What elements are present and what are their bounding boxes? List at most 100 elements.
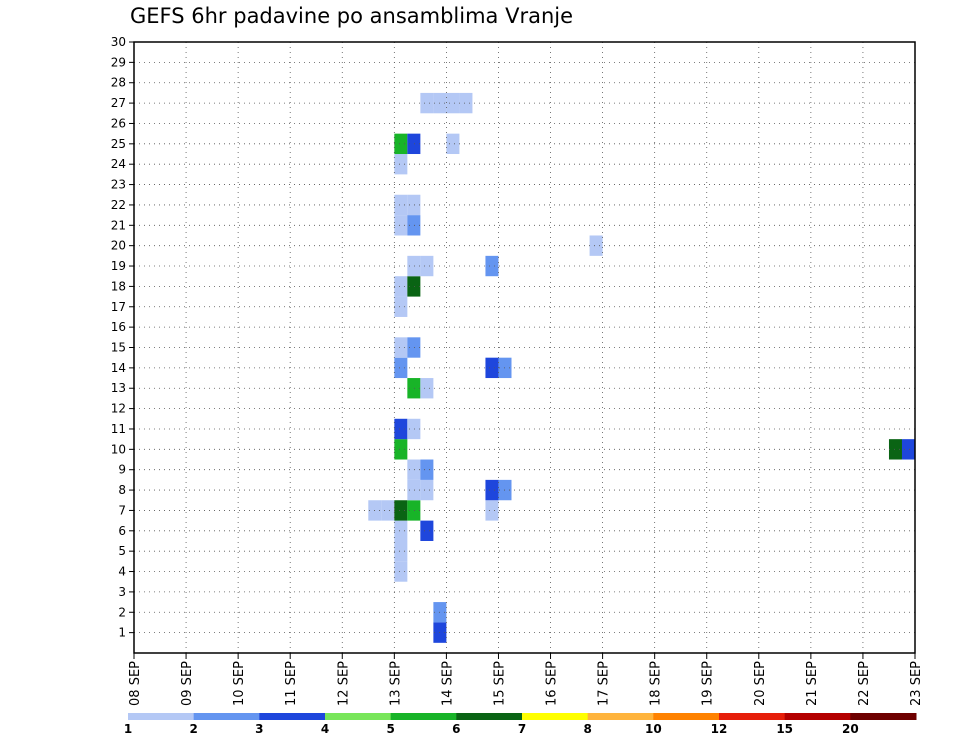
heatmap-cell (407, 459, 421, 480)
heatmap-cell (394, 133, 408, 155)
y-tick-label: 21 (111, 218, 126, 232)
y-tick-label: 27 (111, 96, 126, 110)
legend-label: 4 (321, 722, 329, 736)
heatmap-cell (446, 92, 460, 114)
heatmap-cell (420, 92, 434, 114)
y-tick-label: 16 (111, 320, 126, 334)
legend-swatch (325, 713, 392, 720)
legend-swatch (390, 713, 457, 720)
legend-swatch (653, 713, 720, 720)
heatmap-cell (394, 215, 408, 236)
legend-swatch (850, 713, 917, 720)
y-tick-label: 4 (118, 565, 126, 579)
x-tick-label: 08 SEP (128, 661, 143, 706)
heatmap-cell (394, 500, 408, 521)
y-tick-label: 5 (118, 544, 126, 558)
y-tick-label: 2 (118, 605, 126, 619)
y-tick-label: 20 (111, 239, 126, 253)
heatmap-cell (394, 194, 408, 216)
heatmap-cell (407, 500, 421, 521)
heatmap-cell (407, 255, 421, 277)
heatmap-cell (394, 337, 408, 358)
y-tick-label: 29 (111, 55, 126, 69)
y-tick-label: 28 (111, 76, 126, 90)
legend-label: 15 (776, 722, 793, 736)
y-tick-label: 1 (118, 626, 126, 640)
heatmap-cell (394, 418, 408, 440)
y-tick-label: 30 (111, 35, 126, 49)
y-tick-label: 8 (118, 483, 126, 497)
y-tick-label: 9 (118, 463, 126, 477)
y-axis: 1234567891011121314151617181920212223242… (111, 35, 134, 640)
y-tick-label: 12 (111, 402, 126, 416)
x-tick-label: 23 SEP (909, 661, 924, 706)
x-tick-label: 19 SEP (701, 661, 716, 706)
heatmap-cell (394, 439, 408, 460)
x-tick-label: 22 SEP (857, 661, 872, 706)
x-tick-label: 21 SEP (805, 661, 820, 706)
heatmap-cell (394, 561, 408, 582)
legend-swatch (193, 713, 260, 720)
heatmap-cell (407, 215, 421, 236)
heatmap-cell (394, 276, 408, 297)
heatmap-cell (485, 500, 499, 521)
heatmap-cell (381, 500, 395, 521)
heatmap-cell (485, 255, 499, 277)
gridlines (134, 42, 915, 653)
heatmap-cell (420, 255, 434, 277)
x-tick-label: 15 SEP (492, 661, 507, 706)
legend-swatch (522, 713, 589, 720)
legend-label: 3 (255, 722, 263, 736)
heatmap-cell (888, 439, 902, 460)
y-tick-label: 6 (118, 524, 126, 538)
legend-swatch (456, 713, 523, 720)
heatmap-cell (407, 337, 421, 358)
legend-swatch (587, 713, 654, 720)
y-tick-label: 23 (111, 178, 126, 192)
heatmap-cell (901, 439, 915, 460)
heatmap-cell (407, 378, 421, 399)
heatmap-cell (420, 459, 434, 480)
y-tick-label: 26 (111, 116, 126, 130)
y-tick-label: 7 (118, 503, 126, 517)
heatmap-cell (485, 357, 499, 379)
y-tick-label: 22 (111, 198, 126, 212)
heatmap-cell (394, 296, 408, 317)
legend-label: 20 (842, 722, 859, 736)
legend-swatch (259, 713, 326, 720)
legend-label: 1 (124, 722, 132, 736)
legend-label: 2 (189, 722, 197, 736)
heatmap-cell (407, 479, 421, 501)
heatmap-cell (420, 378, 434, 399)
legend-swatch (719, 713, 786, 720)
legend: 1 2 3 4 5 6 7 8 10 12 15 20 (124, 713, 917, 736)
legend-label: 7 (518, 722, 526, 736)
legend-label: 10 (645, 722, 662, 736)
heatmap-cell (485, 479, 499, 501)
x-axis: 08 SEP 09 SEP 10 SEP 11 SEP 12 SEP 13 SEP 14 S… (128, 653, 924, 706)
y-tick-label: 3 (118, 585, 126, 599)
x-tick-label: 09 SEP (180, 661, 195, 706)
x-tick-label: 20 SEP (753, 661, 768, 706)
heatmap-cell (420, 479, 434, 501)
x-tick-label: 11 SEP (284, 661, 299, 706)
legend-label: 5 (386, 722, 394, 736)
heatmap-cell (394, 154, 408, 175)
x-tick-label: 16 SEP (545, 661, 560, 706)
legend-swatch (784, 713, 851, 720)
x-tick-label: 13 SEP (388, 661, 403, 706)
heatmap-cell (407, 194, 421, 216)
y-tick-label: 10 (111, 442, 126, 456)
heatmap-cell (394, 520, 408, 541)
legend-label: 8 (583, 722, 591, 736)
y-tick-label: 13 (111, 381, 126, 395)
heatmap-cell (459, 92, 473, 114)
legend-label: 6 (452, 722, 460, 736)
legend-label: 12 (711, 722, 728, 736)
y-tick-label: 15 (111, 341, 126, 355)
heatmap-cell (407, 276, 421, 297)
y-tick-label: 25 (111, 137, 126, 151)
heatmap-cell (420, 520, 434, 541)
heatmap-cell (446, 133, 460, 155)
